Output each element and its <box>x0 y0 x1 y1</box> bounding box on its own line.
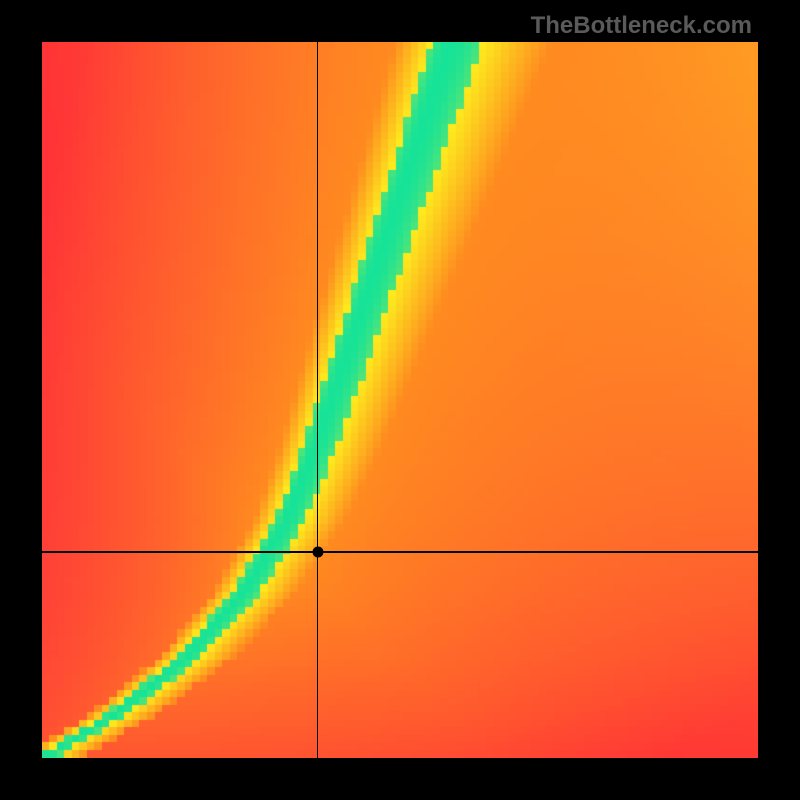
chart-frame: TheBottleneck.com <box>0 0 800 800</box>
heatmap-canvas <box>42 42 758 758</box>
crosshair-horizontal-line <box>42 551 758 553</box>
watermark-text: TheBottleneck.com <box>531 12 752 40</box>
crosshair-dot <box>312 546 323 557</box>
heatmap-plot-area: TheBottleneck.com <box>42 42 758 758</box>
crosshair-vertical-line <box>317 42 319 758</box>
